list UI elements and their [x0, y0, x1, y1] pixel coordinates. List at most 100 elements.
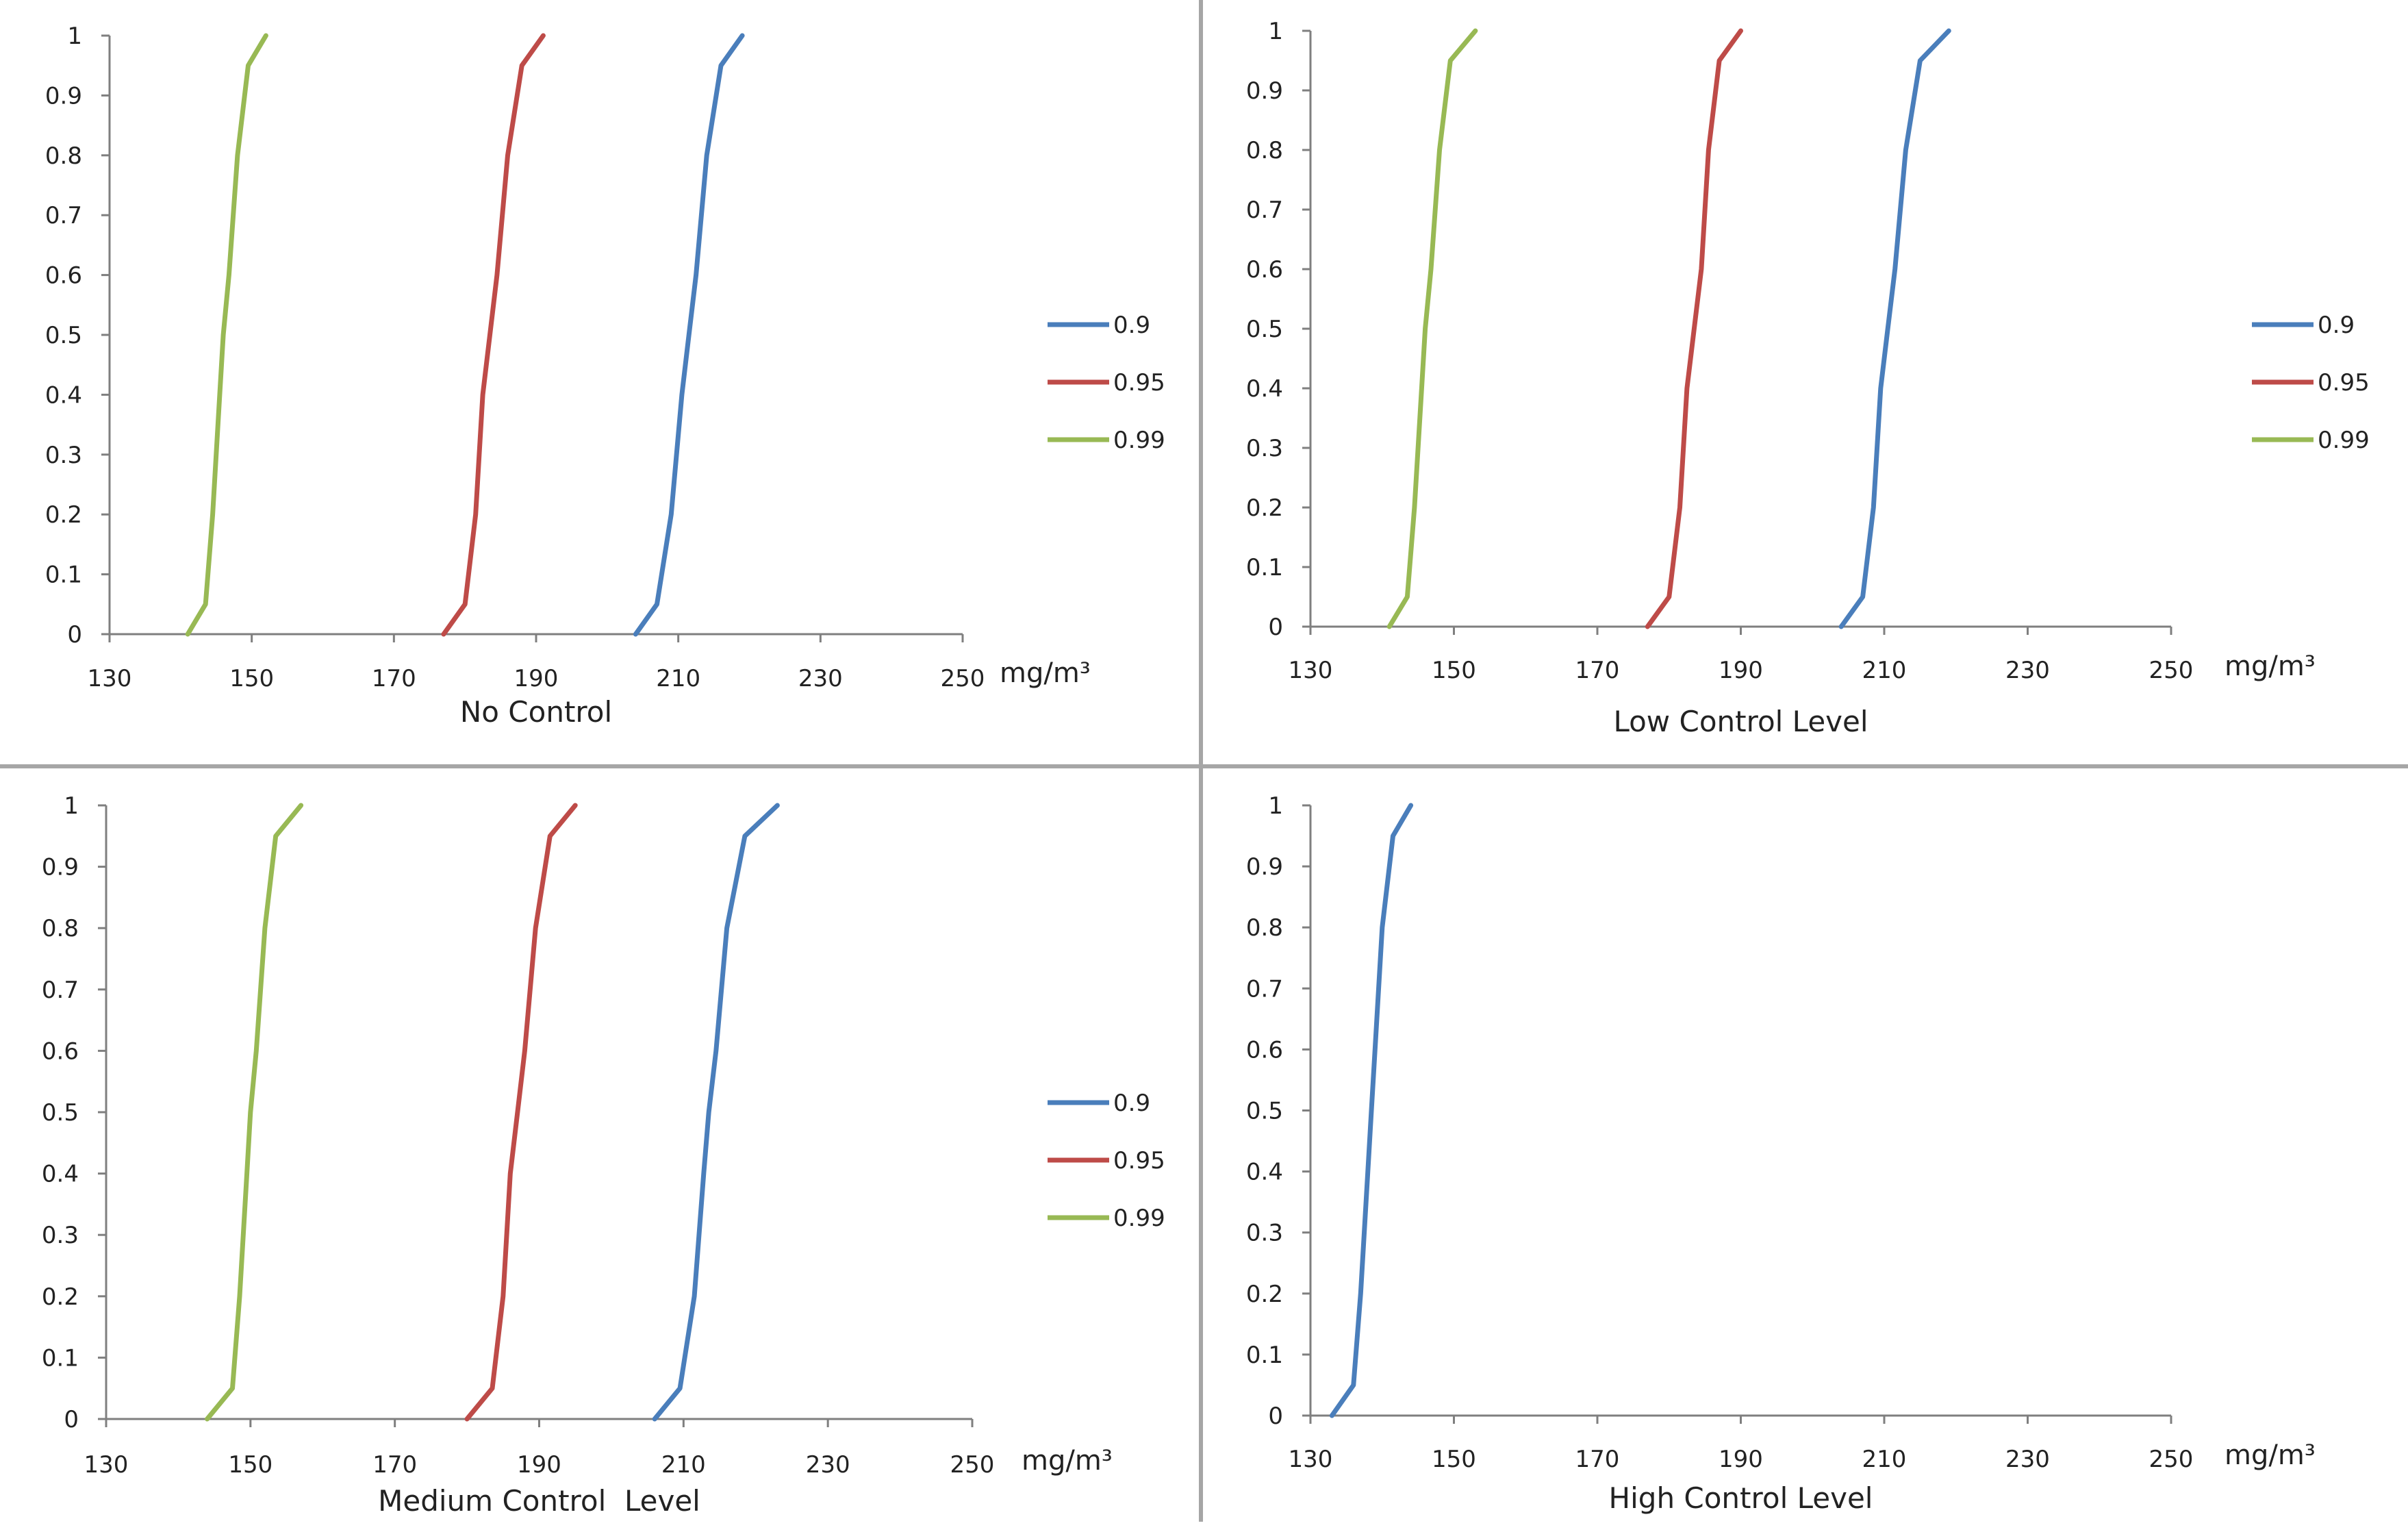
y-tick-label-medium-control: 0.6 [42, 1038, 79, 1065]
y-tick-label-medium-control: 0.5 [42, 1099, 79, 1127]
y-tick-label-low-control: 0.9 [1246, 77, 1283, 105]
legend-label-medium-control: 0.9 [1113, 1090, 1150, 1117]
y-tick-label-low-control: 1 [1268, 18, 1283, 45]
x-tick-label-low-control: 170 [1575, 657, 1620, 684]
chart-title-high-control: High Control Level [1609, 1481, 1873, 1515]
x-tick-label-low-control: 210 [1862, 657, 1907, 684]
legend-label-no-control: 0.95 [1113, 369, 1165, 397]
y-tick-label-high-control: 0.8 [1246, 914, 1283, 942]
series-line-low-control-0.99 [1386, 28, 1478, 629]
y-tick-label-low-control: 0.1 [1246, 554, 1283, 581]
x-tick-label-high-control: 190 [1719, 1446, 1763, 1473]
y-tick-label-no-control: 0.4 [45, 381, 82, 409]
y-tick-label-no-control: 0.6 [45, 262, 82, 290]
series-line-low-control-0.95 [1645, 28, 1743, 629]
chart-title-no-control: No Control [460, 695, 612, 729]
y-tick-label-no-control: 0.8 [45, 142, 82, 170]
y-tick-label-low-control: 0.8 [1246, 137, 1283, 164]
x-tick-label-low-control: 190 [1719, 657, 1763, 684]
chart-panel-low-control: 130 150 170 190 210 230 250 0 0.1 0.2 0.3 0.4 0.5 0.6… [1204, 0, 2408, 761]
chart-title-low-control: Low Control Level [1613, 705, 1868, 738]
x-tick-label-high-control: 150 [1432, 1446, 1476, 1473]
y-tick-label-medium-control: 0.9 [42, 854, 79, 881]
x-tick-label-low-control: 250 [2149, 657, 2194, 684]
x-unit-label-low-control: mg/m³ [2225, 651, 2316, 682]
series-line-medium-control-0.95 [464, 803, 578, 1422]
legend-label-no-control: 0.9 [1113, 312, 1150, 339]
y-tick-label-high-control: 0.9 [1246, 853, 1283, 881]
series-line-high-control-cdf [1329, 803, 1414, 1418]
series-line-no-control-0.9 [633, 33, 745, 637]
x-tick-label-high-control: 210 [1862, 1446, 1907, 1473]
y-tick-label-medium-control: 0.7 [42, 977, 79, 1004]
chart-svg-medium-control: 130 150 170 190 210 230 250 0 0.1 0.2 0.3 0.4 0.5 0.6… [42, 792, 1165, 1518]
x-tick-label-no-control: 130 [88, 665, 132, 692]
y-tick-label-no-control: 0.2 [45, 501, 82, 529]
y-tick-label-medium-control: 0 [64, 1406, 79, 1433]
legend-label-low-control: 0.9 [2318, 312, 2355, 339]
x-tick-label-high-control: 230 [2005, 1446, 2050, 1473]
y-tick-label-medium-control: 0.8 [42, 915, 79, 942]
x-tick-label-no-control: 170 [372, 665, 416, 692]
y-tick-label-low-control: 0.2 [1246, 494, 1283, 522]
x-tick-label-medium-control: 130 [84, 1451, 129, 1479]
x-tick-label-no-control: 190 [514, 665, 559, 692]
chart-panel-no-control: 130 150 170 190 210 230 250 0 0.1 0.2 0.3 0.4 0.5 0.6… [0, 0, 1204, 761]
y-tick-label-medium-control: 0.4 [42, 1161, 79, 1188]
y-tick-label-high-control: 0.2 [1246, 1281, 1283, 1308]
chart-title-medium-control: Medium Control Level [378, 1484, 700, 1518]
x-tick-label-medium-control: 250 [950, 1451, 995, 1479]
legend-label-no-control: 0.99 [1113, 427, 1165, 454]
x-tick-label-medium-control: 170 [372, 1451, 417, 1479]
chart-svg-no-control: 130 150 170 190 210 230 250 0 0.1 0.2 0.3 0.4 0.5 0.6… [45, 23, 1165, 729]
y-tick-label-high-control: 1 [1268, 792, 1283, 820]
chart-panel-high-control: 130 150 170 190 210 230 250 0 0.1 0.2 0.3 0.4 0.5 0.6… [1204, 771, 2408, 1532]
x-tick-label-low-control: 130 [1289, 657, 1333, 684]
y-tick-label-no-control: 0.5 [45, 322, 82, 349]
legend-label-low-control: 0.99 [2318, 427, 2370, 454]
x-unit-label-medium-control: mg/m³ [1022, 1445, 1113, 1477]
x-tick-label-medium-control: 150 [228, 1451, 273, 1479]
y-tick-label-medium-control: 0.1 [42, 1344, 79, 1372]
series-line-no-control-0.95 [441, 33, 546, 637]
y-tick-label-high-control: 0.7 [1246, 975, 1283, 1003]
legend-label-medium-control: 0.99 [1113, 1205, 1165, 1232]
x-tick-label-high-control: 130 [1289, 1446, 1333, 1473]
x-tick-label-no-control: 150 [229, 665, 274, 692]
x-tick-label-medium-control: 190 [517, 1451, 561, 1479]
chart-panel-medium-control: 130 150 170 190 210 230 250 0 0.1 0.2 0.3 0.4 0.5 0.6… [0, 771, 1204, 1532]
y-tick-label-no-control: 0.3 [45, 442, 82, 469]
x-tick-label-low-control: 150 [1432, 657, 1476, 684]
x-tick-label-high-control: 250 [2149, 1446, 2194, 1473]
y-tick-label-medium-control: 0.2 [42, 1283, 79, 1311]
x-tick-label-medium-control: 210 [661, 1451, 706, 1479]
y-tick-label-medium-control: 0.3 [42, 1222, 79, 1249]
x-tick-label-low-control: 230 [2005, 657, 2050, 684]
series-line-medium-control-0.99 [205, 803, 304, 1422]
y-tick-label-high-control: 0.5 [1246, 1098, 1283, 1125]
x-tick-label-no-control: 230 [798, 665, 843, 692]
y-tick-label-low-control: 0.4 [1246, 375, 1283, 403]
y-tick-label-no-control: 0.1 [45, 562, 82, 589]
legend-label-medium-control: 0.95 [1113, 1147, 1165, 1175]
y-tick-label-high-control: 0.6 [1246, 1036, 1283, 1064]
series-line-no-control-0.99 [185, 33, 268, 637]
chart-svg-low-control: 130 150 170 190 210 230 250 0 0.1 0.2 0.3 0.4 0.5 0.6… [1246, 18, 2370, 738]
series-line-medium-control-0.9 [652, 803, 780, 1422]
x-unit-label-no-control: mg/m³ [1000, 657, 1091, 689]
y-tick-label-high-control: 0 [1268, 1403, 1283, 1430]
y-tick-label-high-control: 0.4 [1246, 1159, 1283, 1186]
x-tick-label-no-control: 210 [656, 665, 700, 692]
y-tick-label-low-control: 0 [1268, 614, 1283, 641]
y-tick-label-medium-control: 1 [64, 792, 79, 820]
y-tick-label-low-control: 0.7 [1246, 197, 1283, 224]
series-line-low-control-0.9 [1838, 28, 1951, 629]
legend-label-low-control: 0.95 [2318, 369, 2370, 397]
y-tick-label-no-control: 0.7 [45, 202, 82, 229]
y-tick-label-no-control: 1 [67, 23, 82, 50]
y-tick-label-low-control: 0.3 [1246, 435, 1283, 462]
chart-svg-high-control: 130 150 170 190 210 230 250 0 0.1 0.2 0.3 0.4 0.5 0.6… [1246, 792, 2316, 1515]
y-tick-label-high-control: 0.1 [1246, 1342, 1283, 1369]
horizontal-divider [0, 764, 2408, 768]
y-tick-label-low-control: 0.6 [1246, 256, 1283, 284]
